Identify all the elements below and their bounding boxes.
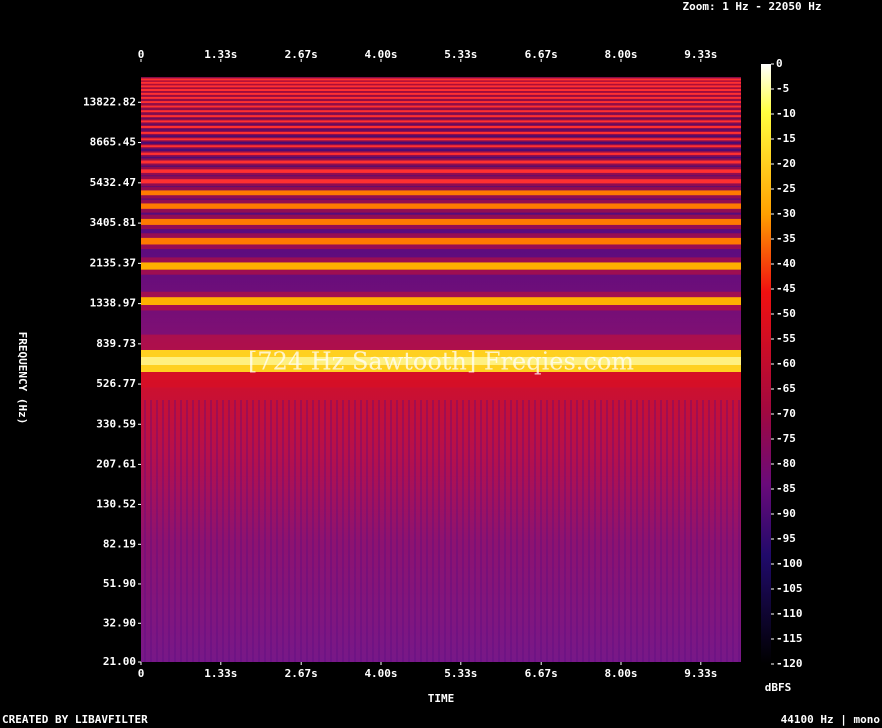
harmonic-band <box>141 152 741 155</box>
colorbar-tick-label: -65 <box>776 382 796 395</box>
colorbar-tick-label: -30 <box>776 207 796 220</box>
x-tick-label-bottom: 9.33s <box>684 667 717 680</box>
colorbar-tick-label: -55 <box>776 332 796 345</box>
harmonic-band <box>141 138 741 141</box>
harmonic-band <box>141 85 741 88</box>
colorbar-tick-label: -45 <box>776 282 796 295</box>
harmonic-core <box>141 357 741 365</box>
y-tick-label: 3405.81 <box>90 216 137 229</box>
colorbar-tick-label: -75 <box>776 432 796 445</box>
x-tick-label-bottom: 5.33s <box>444 667 477 680</box>
x-tick-label-top: 4.00s <box>364 48 397 61</box>
y-tick-label: 1338.97 <box>90 297 136 310</box>
harmonic-band <box>141 237 741 245</box>
x-tick-label-bottom: 8.00s <box>604 667 637 680</box>
harmonic-band <box>141 120 741 123</box>
y-tick-label: 32.90 <box>103 616 136 629</box>
colorbar-tick-label: -105 <box>776 582 803 595</box>
harmonic-band <box>141 89 741 92</box>
colorbar <box>761 64 771 664</box>
harmonic-band <box>141 131 741 134</box>
x-tick-label-top: 8.00s <box>604 48 637 61</box>
harmonic-band <box>141 190 741 196</box>
y-tick-label: 839.73 <box>96 337 136 350</box>
x-tick-label-top: 9.33s <box>684 48 717 61</box>
colorbar-tick-label: -90 <box>776 507 796 520</box>
colorbar-tick-label: -85 <box>776 482 796 495</box>
harmonic-band <box>141 81 741 84</box>
colorbar-tick-label: -25 <box>776 182 796 195</box>
x-tick-label-bottom: 2.67s <box>285 667 318 680</box>
y-tick-label: 130.52 <box>96 497 136 510</box>
colorbar-tick-label: -10 <box>776 107 796 120</box>
spectrogram-texture <box>141 400 741 662</box>
colorbar-tick-label: 0 <box>776 57 783 70</box>
x-tick-label-bottom: 4.00s <box>364 667 397 680</box>
colorbar-tick-label: -115 <box>776 632 803 645</box>
spectrogram-top <box>141 62 741 77</box>
x-tick-label-bottom: 6.67s <box>525 667 558 680</box>
colorbar-tick-label: -95 <box>776 532 796 545</box>
y-tick-label: 330.59 <box>96 417 136 430</box>
harmonic-band <box>141 92 741 95</box>
harmonic-band <box>141 78 741 81</box>
harmonic-band <box>141 218 741 225</box>
harmonic-band <box>141 105 741 108</box>
y-tick-label: 207.61 <box>96 457 136 470</box>
colorbar-tick-label: -80 <box>776 457 796 470</box>
colorbar-tick-label: -70 <box>776 407 796 420</box>
x-tick-label-top: 0 <box>138 48 145 61</box>
y-axis-label: FREQUENCY (Hz) <box>16 332 29 425</box>
harmonic-band <box>141 179 741 184</box>
x-tick-label-bottom: 1.33s <box>204 667 237 680</box>
x-tick-label-top: 5.33s <box>444 48 477 61</box>
spectrogram <box>141 62 741 662</box>
colorbar-tick-label: -15 <box>776 132 796 145</box>
harmonic-band <box>141 160 741 164</box>
y-tick-label: 21.00 <box>103 655 136 668</box>
colorbar-tick-label: -60 <box>776 357 796 370</box>
harmonic-band <box>141 101 741 104</box>
harmonic-band <box>141 262 741 270</box>
footer-right: 44100 Hz | mono <box>781 713 881 726</box>
x-tick-label-bottom: 0 <box>138 667 145 680</box>
x-tick-label-top: 6.67s <box>525 48 558 61</box>
y-tick-label: 5432.47 <box>90 176 136 189</box>
colorbar-tick-label: -35 <box>776 232 796 245</box>
x-axis-label: TIME <box>428 692 455 705</box>
y-tick-label: 13822.82 <box>83 95 136 108</box>
harmonic-band <box>141 115 741 118</box>
y-tick-label: 82.19 <box>103 537 136 550</box>
footer-left: CREATED BY LIBAVFILTER <box>2 713 148 726</box>
harmonic-band <box>141 297 741 305</box>
harmonic-band <box>141 169 741 173</box>
watermark-title: [724 Hz Sawtooth] Freqies.com <box>248 348 634 376</box>
zoom-label: Zoom: 1 Hz - 22050 Hz <box>682 0 821 13</box>
harmonic-band <box>141 145 741 148</box>
x-tick-label-top: 1.33s <box>204 48 237 61</box>
colorbar-tick-label: -110 <box>776 607 803 620</box>
harmonic-band <box>141 96 741 99</box>
colorbar-tick-label: -50 <box>776 307 796 320</box>
harmonic-band <box>141 110 741 113</box>
y-tick-label: 2135.37 <box>90 256 136 269</box>
y-tick-label: 51.90 <box>103 577 136 590</box>
colorbar-tick-label: -120 <box>776 657 803 670</box>
colorbar-tick-label: -100 <box>776 557 803 570</box>
colorbar-tick-label: -40 <box>776 257 796 270</box>
harmonic-band <box>141 203 741 209</box>
colorbar-label: dBFS <box>765 681 792 694</box>
y-tick-label: 8665.45 <box>90 136 136 149</box>
y-tick-label: 526.77 <box>96 377 136 390</box>
colorbar-tick-label: -20 <box>776 157 796 170</box>
colorbar-tick-label: -5 <box>776 82 789 95</box>
x-tick-label-top: 2.67s <box>285 48 318 61</box>
harmonic-band <box>141 125 741 128</box>
